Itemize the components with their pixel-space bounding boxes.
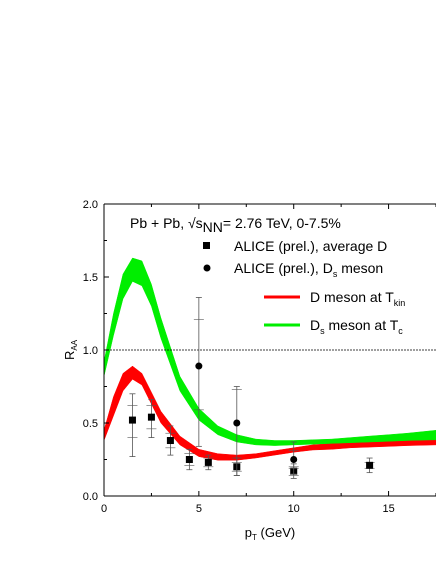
legend-circle-marker: [203, 264, 211, 272]
circle-marker: [195, 362, 203, 370]
avg-d-point: [146, 399, 157, 439]
data-points: [127, 297, 375, 479]
square-marker: [166, 437, 174, 445]
band-d-meson: [104, 365, 436, 461]
y-axis-label: RAA: [62, 339, 79, 360]
y-tick-label: 1.5: [83, 272, 98, 284]
square-marker: [128, 416, 136, 424]
avg-d-point: [203, 454, 214, 471]
y-tick-label: 1.0: [83, 345, 98, 357]
x-tick-label: 15: [382, 503, 394, 515]
legend-square-marker: [203, 242, 210, 249]
legend-label: Ds meson at Tc: [310, 317, 403, 336]
x-tick-label: 10: [288, 503, 300, 515]
legend-label: D meson at Tkin: [310, 289, 405, 308]
legend-label: ALICE (prel.), average D: [234, 238, 387, 254]
model-bands: [104, 257, 436, 461]
y-tick-label: 2.0: [83, 199, 98, 211]
square-marker: [204, 458, 212, 466]
axis-ticks: [103, 203, 436, 497]
square-marker: [147, 413, 155, 421]
legend: ALICE (prel.), average D ALICE (prel.), …: [203, 238, 405, 336]
ds-point: [231, 386, 242, 476]
avg-d-point: [127, 393, 138, 457]
avg-d-point: [184, 448, 195, 471]
chart-annotation: Pb + Pb, √sNN= 2.76 TeV, 0-7.5%: [130, 215, 341, 235]
x-axis-label: pT (GeV): [245, 525, 295, 542]
square-marker: [366, 461, 374, 469]
x-tick-label: 0: [101, 503, 107, 515]
circle-marker: [290, 456, 298, 463]
band-ds-meson: [104, 257, 436, 446]
avg-d-point: [165, 425, 176, 456]
x-tick-label: 5: [196, 503, 202, 515]
circle-marker: [233, 419, 241, 427]
ds-point: [288, 441, 299, 475]
square-marker: [185, 456, 193, 463]
legend-label: ALICE (prel.), Ds meson: [234, 260, 383, 279]
y-tick-label: 0.5: [83, 418, 98, 430]
avg-d-point: [364, 457, 375, 474]
ds-point: [193, 297, 204, 447]
y-tick-label: 0.0: [83, 491, 98, 503]
